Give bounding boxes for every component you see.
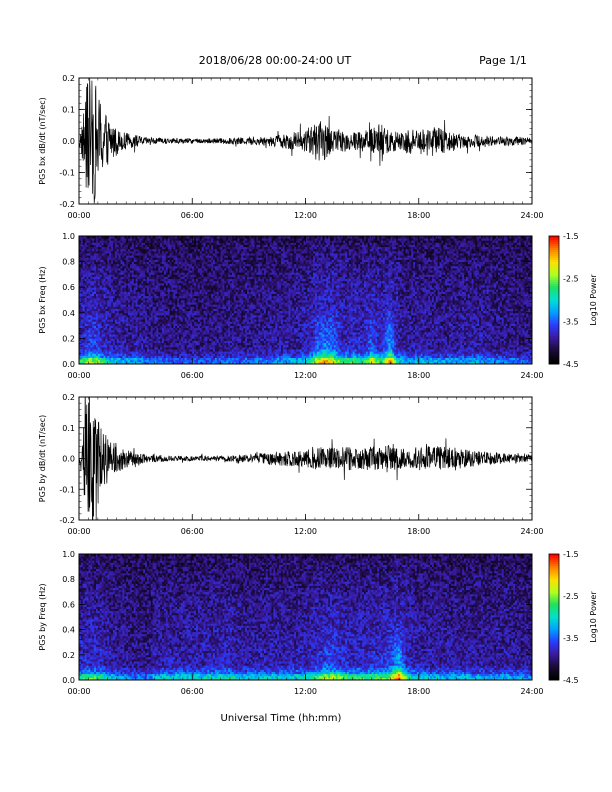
panel-bx-spectrogram: 1.00.80.60.40.20.000:00 06:00 12:00 18:00 24… [38, 232, 598, 380]
x-tick-label: 06:00 [181, 211, 204, 220]
x-tick-label: 24:00 [520, 211, 543, 220]
y-tick-label: 0.2 [62, 74, 75, 83]
header-date-range: 2018/06/28 00:00-24:00 UT [199, 54, 352, 67]
header-page-number: Page 1/1 [479, 54, 527, 67]
y-tick-label: 0.1 [62, 106, 75, 115]
x-tick-label: 00:00 [67, 211, 90, 220]
waveform-trace [79, 76, 532, 203]
panel-bx-waveform: 0.2 0.1 0.0 -0.1 -0.2 00:00 06:00 12:00 18:00 24:… [38, 74, 544, 220]
x-tick-label: 18:00 [407, 211, 430, 220]
y-tick-label: 0.0 [62, 137, 75, 146]
y-axis-title: PG5 bx dB/dt (nT/sec) [38, 97, 47, 184]
y-tick-label: -0.1 [59, 169, 75, 178]
spectrogram-image [79, 236, 532, 364]
x-tick-label: 12:00 [294, 211, 317, 220]
y-tick-label: -0.2 [59, 200, 75, 209]
